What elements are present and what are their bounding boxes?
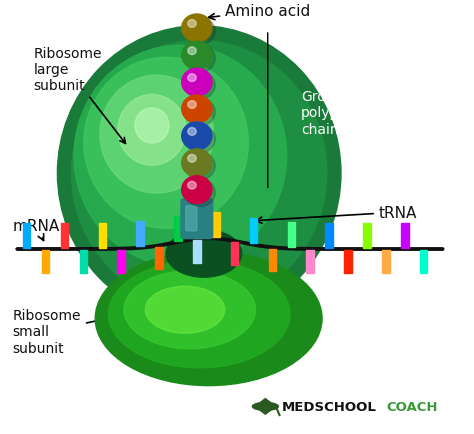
Ellipse shape: [135, 108, 169, 144]
Ellipse shape: [146, 286, 225, 333]
Circle shape: [185, 179, 215, 207]
Bar: [382, 251, 390, 273]
Bar: [155, 247, 163, 270]
Ellipse shape: [109, 261, 290, 368]
Circle shape: [185, 18, 215, 46]
Bar: [401, 223, 409, 248]
Text: tRNA: tRNA: [256, 205, 417, 224]
Ellipse shape: [166, 230, 242, 278]
Text: mRNA: mRNA: [12, 218, 60, 241]
Text: COACH: COACH: [387, 400, 438, 413]
Text: Amino acid: Amino acid: [209, 4, 310, 21]
Bar: [80, 251, 87, 273]
Ellipse shape: [100, 76, 213, 194]
Circle shape: [188, 20, 196, 28]
Circle shape: [185, 45, 215, 73]
Circle shape: [182, 69, 212, 97]
Text: Growing
polypeptide
chain: Growing polypeptide chain: [301, 90, 383, 136]
Circle shape: [188, 75, 196, 82]
Bar: [212, 213, 219, 237]
Ellipse shape: [95, 252, 322, 386]
Ellipse shape: [84, 58, 248, 229]
Circle shape: [188, 128, 196, 136]
Bar: [307, 251, 314, 273]
Polygon shape: [255, 399, 276, 414]
Bar: [42, 251, 49, 273]
Circle shape: [188, 155, 196, 163]
Ellipse shape: [57, 26, 341, 321]
Ellipse shape: [74, 46, 287, 267]
Bar: [363, 223, 371, 248]
Circle shape: [182, 176, 212, 204]
Circle shape: [188, 48, 196, 56]
Bar: [344, 251, 352, 273]
Circle shape: [182, 15, 212, 43]
Ellipse shape: [124, 271, 255, 349]
Bar: [23, 223, 30, 248]
Circle shape: [185, 72, 215, 100]
Bar: [250, 219, 257, 244]
Bar: [420, 251, 428, 273]
Ellipse shape: [252, 403, 278, 411]
FancyBboxPatch shape: [186, 206, 197, 231]
Bar: [325, 223, 333, 248]
Text: Ribosome
large
subunit: Ribosome large subunit: [34, 47, 126, 144]
Bar: [61, 223, 68, 248]
Circle shape: [182, 149, 212, 177]
Ellipse shape: [72, 41, 327, 306]
Text: Ribosome
small
subunit: Ribosome small subunit: [12, 309, 124, 355]
Bar: [174, 216, 182, 241]
Bar: [288, 223, 295, 248]
Bar: [118, 250, 125, 273]
Bar: [137, 222, 144, 247]
Bar: [99, 223, 106, 248]
Circle shape: [182, 96, 212, 124]
Bar: [231, 243, 238, 265]
Circle shape: [182, 42, 212, 70]
FancyBboxPatch shape: [181, 199, 213, 239]
Text: MEDSCHOOL: MEDSCHOOL: [282, 400, 377, 413]
Circle shape: [188, 182, 196, 190]
Bar: [193, 240, 201, 263]
Circle shape: [185, 99, 215, 127]
Bar: [269, 249, 276, 272]
Circle shape: [185, 126, 215, 153]
Circle shape: [185, 152, 215, 180]
Circle shape: [182, 123, 212, 150]
Ellipse shape: [118, 95, 186, 166]
Circle shape: [188, 102, 196, 109]
